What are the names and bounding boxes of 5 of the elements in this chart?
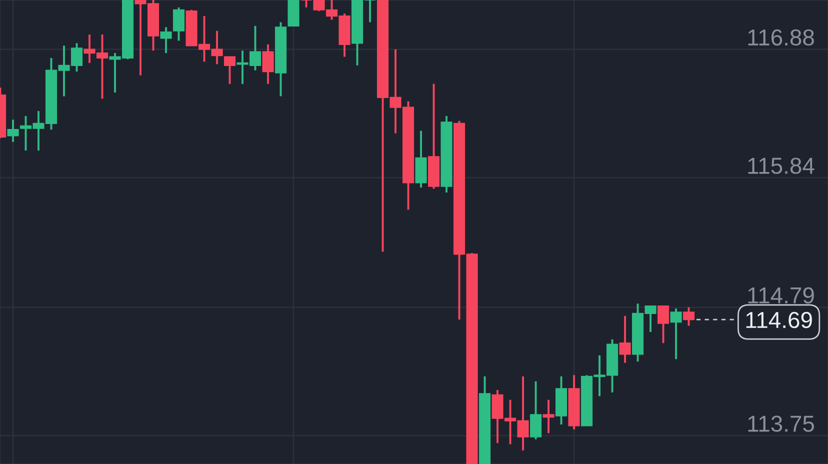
y-tick-label: 113.75 (748, 416, 814, 432)
y-tick-label: 115.84 (748, 158, 814, 174)
y-tick-label: 116.88 (748, 29, 814, 46)
y-tick-label: 114.79 (748, 287, 814, 304)
ref-line-label: 114.69 (746, 312, 812, 328)
